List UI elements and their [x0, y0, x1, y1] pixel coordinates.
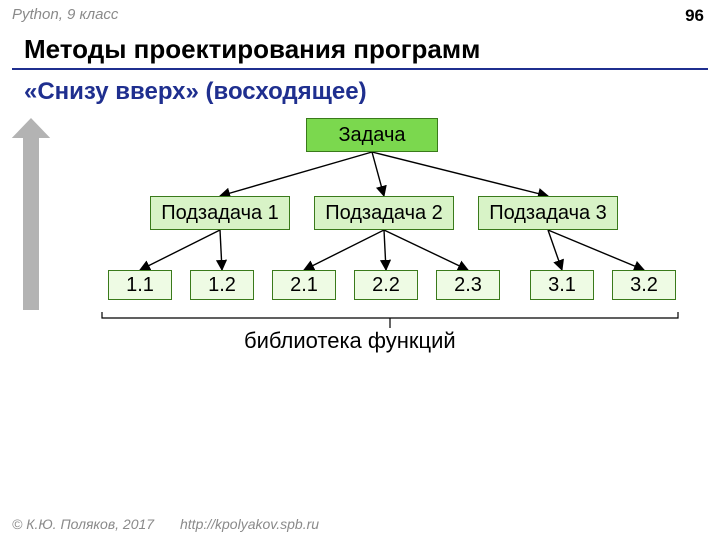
node-l21: 2.1	[272, 270, 336, 300]
page-number: 96	[685, 6, 704, 26]
node-s3: Подзадача 3	[478, 196, 618, 230]
node-l23: 2.3	[436, 270, 500, 300]
node-l31: 3.1	[530, 270, 594, 300]
node-l22: 2.2	[354, 270, 418, 300]
course-label: Python, 9 класс	[12, 6, 118, 23]
subtitle: «Снизу вверх» (восходящее)	[24, 78, 367, 106]
footer-url: http://kpolyakov.spb.ru	[180, 516, 319, 532]
title-underline	[12, 68, 708, 70]
node-l12: 1.2	[190, 270, 254, 300]
node-root: Задача	[306, 118, 438, 152]
node-s2: Подзадача 2	[314, 196, 454, 230]
node-l11: 1.1	[108, 270, 172, 300]
slide: Python, 9 класс 96 Методы проектирования…	[0, 0, 720, 540]
node-l32: 3.2	[612, 270, 676, 300]
diagram-caption: библиотека функций	[244, 328, 456, 354]
page-title: Методы проектирования программ	[24, 34, 480, 65]
node-s1: Подзадача 1	[150, 196, 290, 230]
footer-copyright: © К.Ю. Поляков, 2017	[12, 516, 154, 532]
